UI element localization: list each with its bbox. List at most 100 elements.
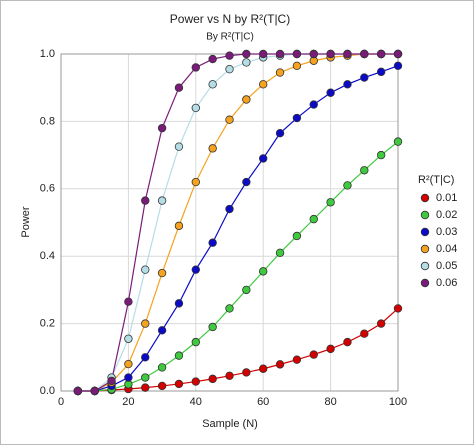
data-point <box>141 353 150 362</box>
x-tick-label: 60 <box>257 396 269 408</box>
data-point <box>124 334 133 343</box>
data-point <box>157 363 167 372</box>
data-point <box>208 238 217 247</box>
data-point <box>275 248 285 258</box>
data-point <box>376 67 386 77</box>
data-point <box>309 100 318 109</box>
legend-label: 0.04 <box>436 243 457 255</box>
data-point <box>141 265 150 274</box>
data-point <box>174 299 184 308</box>
data-point <box>141 373 150 382</box>
data-point <box>124 373 133 382</box>
legend-marker <box>420 278 430 288</box>
data-point <box>208 322 217 332</box>
data-point <box>292 355 302 364</box>
data-point <box>343 49 352 59</box>
data-point <box>73 386 83 396</box>
legend-label: 0.06 <box>436 277 457 289</box>
data-point <box>360 329 369 338</box>
data-point <box>157 381 167 391</box>
legend-label: 0.03 <box>436 226 457 238</box>
data-point <box>107 376 116 386</box>
data-point <box>124 359 133 369</box>
data-point <box>242 49 251 59</box>
legend-marker <box>420 261 430 271</box>
data-point <box>90 386 99 396</box>
data-point <box>157 196 167 205</box>
data-point <box>376 150 386 160</box>
data-point <box>275 49 285 59</box>
data-point <box>326 198 335 207</box>
legend-marker <box>420 210 430 220</box>
data-point <box>343 181 352 190</box>
data-point <box>191 337 200 347</box>
x-tick-label: 40 <box>190 396 202 408</box>
data-point <box>157 268 167 278</box>
data-point <box>174 379 184 389</box>
data-point <box>242 95 251 104</box>
data-point <box>259 364 268 373</box>
data-point <box>225 51 234 60</box>
data-point <box>208 144 217 153</box>
data-point <box>343 337 352 347</box>
data-point <box>259 267 268 276</box>
data-point <box>343 80 352 89</box>
data-point <box>376 319 386 328</box>
legend-title: R²(T|C) <box>418 174 454 186</box>
x-axis-label: Sample (N) <box>202 418 258 430</box>
data-point <box>208 374 217 384</box>
legend-label: 0.01 <box>436 192 457 204</box>
x-tick-label: 0 <box>58 396 64 408</box>
legend-marker <box>420 244 430 254</box>
data-point <box>208 80 217 89</box>
data-point <box>225 115 234 124</box>
data-point <box>393 61 403 70</box>
data-point <box>191 377 200 386</box>
data-point <box>275 68 285 77</box>
data-point <box>275 128 285 138</box>
data-point <box>309 49 318 59</box>
data-point <box>141 383 150 392</box>
legend-marker <box>420 227 430 237</box>
y-tick-label: 0.2 <box>40 318 55 330</box>
chart-subtitle: By R²(T|C) <box>206 32 254 43</box>
data-point <box>174 351 184 360</box>
data-point <box>157 123 167 133</box>
data-point <box>360 49 369 59</box>
data-point <box>326 49 335 59</box>
legend-label: 0.05 <box>436 260 457 272</box>
data-point <box>259 49 268 59</box>
y-tick-label: 1.0 <box>40 48 55 60</box>
y-tick-label: 0.6 <box>40 183 55 195</box>
data-point <box>292 61 302 70</box>
data-point <box>275 360 285 369</box>
data-point <box>326 344 335 354</box>
y-tick-label: 0.4 <box>40 250 55 262</box>
data-point <box>242 368 251 377</box>
data-point <box>360 73 369 82</box>
data-point <box>326 88 335 97</box>
data-point <box>393 137 403 146</box>
data-point <box>174 83 184 92</box>
y-tick-label: 0.0 <box>40 385 55 397</box>
data-point <box>360 166 369 175</box>
data-point <box>225 371 234 381</box>
data-point <box>242 285 251 295</box>
data-point <box>141 196 150 205</box>
data-point <box>225 64 234 74</box>
data-point <box>141 319 150 328</box>
data-point <box>174 142 184 151</box>
data-point <box>225 304 234 313</box>
data-point <box>292 113 302 123</box>
data-point <box>309 350 318 359</box>
x-tick-label: 80 <box>324 396 336 408</box>
x-tick-label: 20 <box>122 396 134 408</box>
legend-label: 0.02 <box>436 209 457 221</box>
chart-title: Power vs N by R²(T|C) <box>170 12 290 26</box>
data-point <box>191 63 200 72</box>
data-point <box>157 326 167 335</box>
data-point <box>292 231 302 241</box>
data-point <box>191 103 200 113</box>
